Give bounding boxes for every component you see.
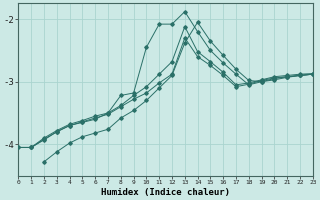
X-axis label: Humidex (Indice chaleur): Humidex (Indice chaleur) bbox=[101, 188, 230, 197]
